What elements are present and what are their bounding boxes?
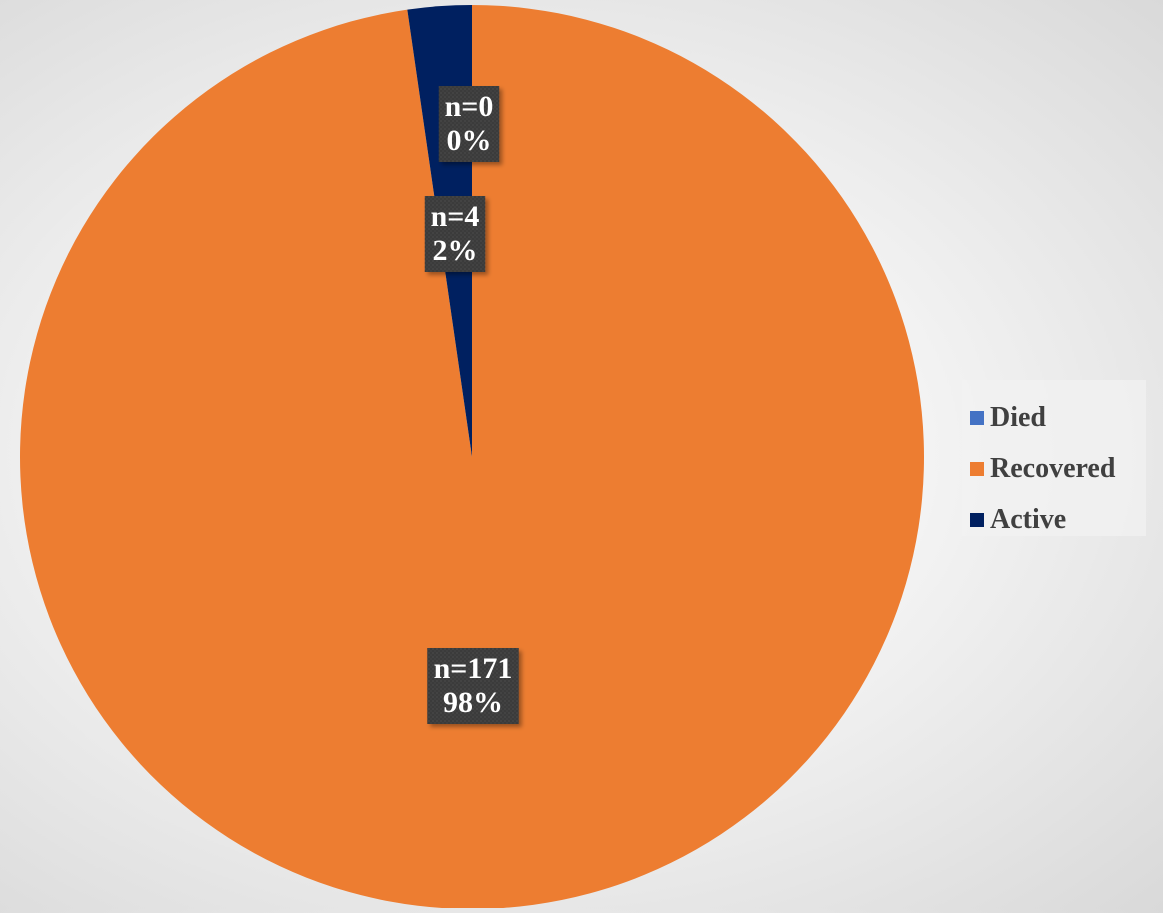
data-label-box — [438, 86, 500, 162]
legend-item-died: Died — [970, 392, 1146, 443]
legend-label: Active — [990, 503, 1067, 535]
data-label-count: n=0 — [445, 90, 494, 123]
data-label-box — [427, 648, 519, 724]
data-label-count: n=4 — [431, 200, 480, 233]
data-label-box — [424, 196, 486, 272]
legend-swatch — [970, 512, 984, 527]
legend-item-active: Active — [970, 494, 1146, 545]
legend-swatch — [970, 410, 984, 425]
legend-item-recovered: Recovered — [970, 443, 1146, 494]
chart-legend: Died Recovered Active — [962, 380, 1146, 536]
data-label-died: n=00% — [438, 86, 500, 162]
data-label-percent: 2% — [433, 234, 478, 267]
legend-label: Recovered — [990, 452, 1116, 484]
data-label-percent: 0% — [447, 124, 492, 157]
legend-swatch — [970, 461, 984, 476]
data-label-active: n=42% — [424, 196, 486, 272]
legend-label: Died — [990, 401, 1046, 433]
data-label-percent: 98% — [443, 686, 503, 719]
data-label-count: n=171 — [434, 652, 513, 685]
